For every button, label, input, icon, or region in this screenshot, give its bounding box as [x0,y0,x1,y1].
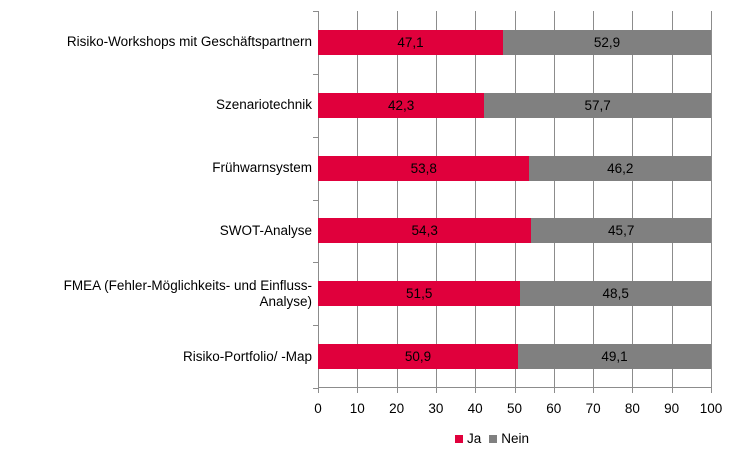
gridline [357,11,359,388]
gridline [593,11,595,388]
x-tick-label: 60 [546,401,562,416]
bar-ja: 51,5 [318,281,521,307]
x-tick [671,388,673,393]
y-axis [318,11,319,388]
legend-swatch-icon [455,434,463,443]
gridline [514,11,516,388]
x-tick [475,388,477,393]
x-tick [318,388,319,393]
x-tick-label: 80 [624,401,640,416]
legend-swatch-icon [489,434,498,443]
legend-label: Nein [501,431,530,446]
x-tick-label: 0 [314,401,322,416]
bar-nein: 52,9 [503,29,711,55]
bar-ja: 47,1 [318,29,504,55]
y-tick [313,325,318,327]
gridline [671,11,673,388]
gridline [435,11,437,388]
bar-nein: 48,5 [520,281,711,307]
legend: Ja Nein [455,431,537,446]
x-tick-label: 30 [428,401,444,416]
bar-ja: 53,8 [318,155,530,181]
legend-item-ja: Ja [455,431,481,446]
x-tick-label: 20 [389,401,405,416]
y-tick [313,388,318,389]
y-tick [313,199,318,201]
category-label: Frühwarnsystem [212,160,312,176]
x-tick [632,388,634,393]
x-tick [357,388,359,393]
x-tick-label: 10 [349,401,365,416]
legend-label: Ja [467,431,482,446]
bar-nein: 46,2 [529,155,711,181]
x-tick [553,388,555,393]
x-tick [593,388,595,393]
category-label: Risiko-Portfolio/ -Map [182,348,312,364]
legend-item-nein: Nein [489,431,529,446]
category-label: FMEA (Fehler-Möglichkeits- und Einfluss-… [63,277,312,309]
gridline [553,11,555,388]
y-tick [313,136,318,138]
y-tick [313,11,318,12]
category-label: SWOT-Analyse [219,222,312,238]
bar-ja: 50,9 [318,344,519,370]
gridline [396,11,398,388]
gridline [711,11,712,388]
x-tick-label: 90 [664,401,680,416]
bar-nein: 57,7 [484,92,711,118]
bar-ja: 42,3 [318,92,485,118]
x-tick-label: 100 [699,401,723,416]
bar-nein: 49,1 [518,344,711,370]
plot-area: 47,1 52,9 42,3 57,7 53,8 46,2 54,3 45,7 51,5 48,5… [313,11,712,393]
bar-nein: 45,7 [531,218,711,244]
gridline [632,11,634,388]
bar-ja: 54,3 [318,218,532,244]
gridline [475,11,477,388]
category-label: Szenariotechnik [215,97,312,113]
x-tick [711,388,712,393]
x-tick-label: 40 [467,401,483,416]
x-tick [435,388,437,393]
y-tick [313,262,318,264]
x-tick [514,388,516,393]
y-tick [313,73,318,75]
x-tick [396,388,398,393]
x-tick-label: 50 [506,401,523,416]
x-tick-label: 70 [585,401,601,416]
category-label: Risiko-Workshops mit Geschäftspartnern [66,34,312,50]
